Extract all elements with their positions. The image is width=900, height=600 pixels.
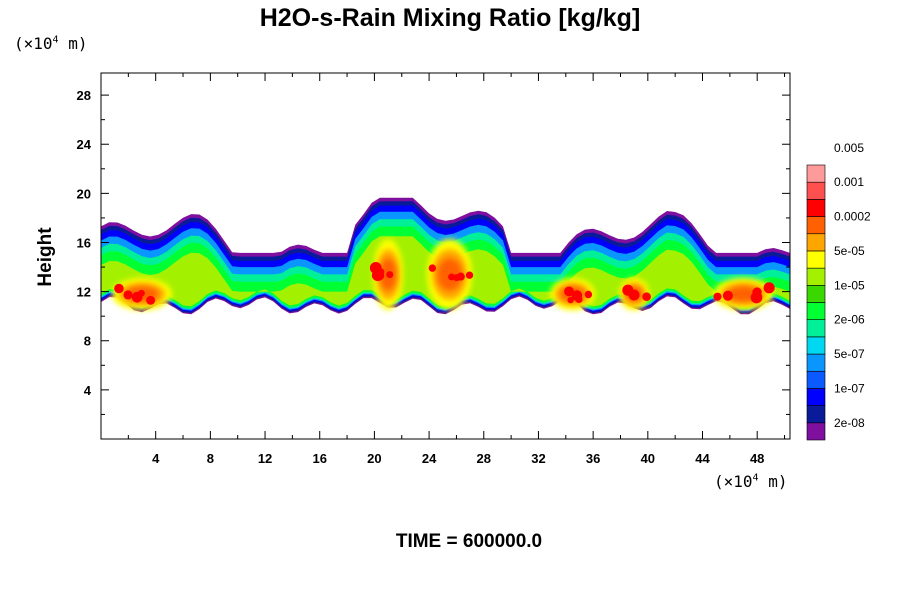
x-tick-label: 16 [312,451,326,466]
rain-core-max [428,264,437,272]
x-unit-label: (×104 m) [714,472,788,491]
y-tick-label: 24 [77,137,92,152]
colorbar-swatch [806,302,826,320]
rain-core-max [448,273,455,281]
y-axis: 4 8 12 16 20 24 28 [77,88,790,415]
colorbar-swatch [806,199,826,217]
colorbar-swatch [806,267,826,286]
y-tick-label: 4 [84,383,92,398]
y-tick-label: 28 [77,88,91,103]
rain-core-max [123,290,133,300]
colorbar-label: 0.005 [834,141,864,155]
colorbar-swatch [806,250,826,269]
colorbar-label: 0.001 [834,175,864,189]
colorbar-swatch [806,233,826,252]
colorbar-label: 5e-05 [834,244,865,258]
colorbar-swatch [806,336,826,355]
colorbar: 2e-08 1e-07 5e-07 2e-06 1e-05 5e-05 0.0002 0.00… [806,141,871,441]
rain-core-max [374,270,385,281]
rain-core-max [465,271,474,279]
y-tick-label: 16 [77,235,91,250]
cloud-field [101,197,790,315]
colorbar-swatch [806,164,826,183]
rain-core-max [131,291,143,303]
y-tick-label: 20 [77,186,91,201]
colorbar-swatch [806,216,826,235]
rain-core-max [763,282,775,294]
y-tick-label: 12 [77,285,91,300]
colorbar-label: 1e-05 [834,278,865,292]
colorbar-label: 2e-08 [834,416,865,430]
rain-core-max [114,283,124,294]
colorbar-swatch [806,388,826,406]
colorbar-label: 0.0002 [834,210,871,224]
colorbar-label: 1e-07 [834,381,865,395]
x-tick-label: 12 [258,451,272,466]
rain-core-max [750,291,763,304]
colorbar-swatch [806,181,826,200]
rain-core-max [567,296,574,304]
x-tick-label: 20 [367,451,381,466]
colorbar-label: 5e-07 [834,347,865,361]
rain-core-max [564,286,574,297]
x-tick-label: 4 [152,451,160,466]
x-tick-label: 44 [695,451,710,466]
x-tick-label: 40 [641,451,655,466]
colorbar-swatch [806,285,826,303]
colorbar-swatch [806,405,826,424]
colorbar-swatch [806,353,826,372]
colorbar-label: 2e-06 [834,313,865,327]
x-tick-label: 24 [422,451,437,466]
rain-core-max [456,272,465,281]
rain-core-max [713,292,722,301]
rain-core-max [722,290,734,301]
rain-core-max [386,271,394,279]
rain-core-max [584,290,593,299]
x-tick-label: 8 [207,451,214,466]
x-tick-label: 32 [531,451,545,466]
time-label: TIME = 600000.0 [395,531,543,552]
x-axis: 4 8 12 16 20 24 28 32 36 40 44 48 [127,73,786,466]
colorbar-swatch [806,422,826,441]
colorbar-swatch [806,370,826,389]
rain-core-max [622,284,634,296]
x-tick-label: 48 [750,451,764,466]
plot-frame [100,72,791,440]
x-tick-label: 36 [586,451,600,466]
rain-core-max [642,292,651,301]
colorbar-swatch [806,319,826,338]
y-unit-label: (×104 m) [14,34,88,53]
y-tick-label: 8 [84,334,91,349]
chart-title: H2O-s-Rain Mixing Ratio [kg/kg] [259,4,641,32]
x-tick-label: 28 [477,451,491,466]
rain-core-max [575,295,583,304]
rain-core-max [146,295,156,305]
